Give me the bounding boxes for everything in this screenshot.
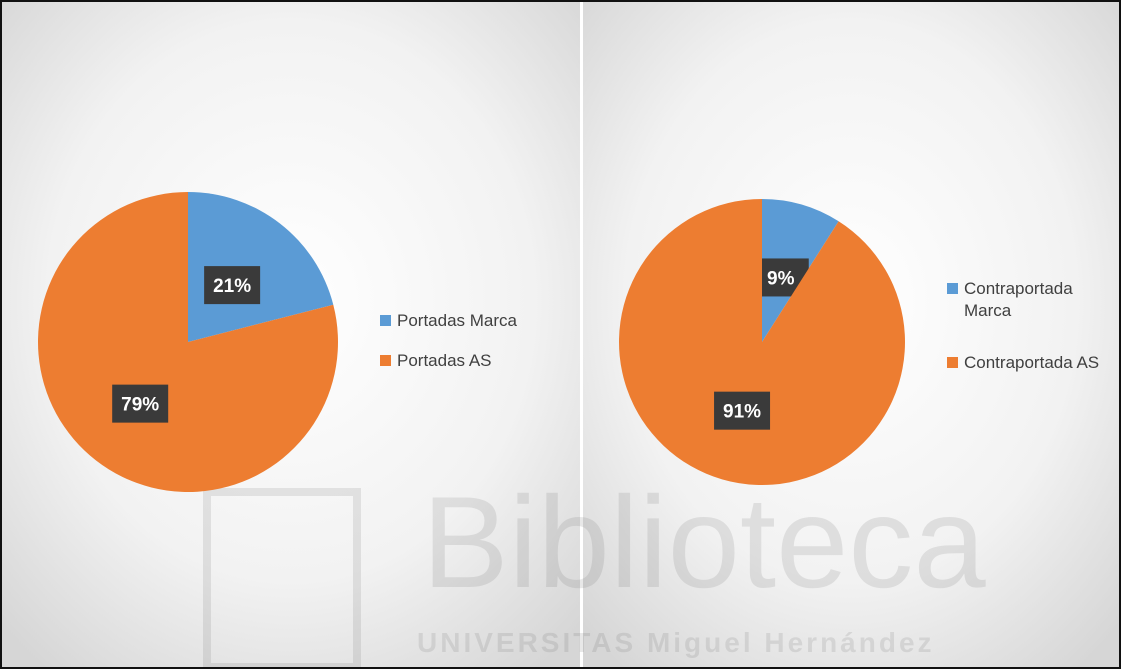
data-label-box [112, 384, 169, 423]
divider [580, 2, 583, 667]
legend-entry: Contraportada AS [947, 352, 1107, 374]
legend-entry: Contraportada Marca [947, 278, 1107, 322]
data-label-text: 9% [767, 268, 795, 289]
data-label: 21% [204, 266, 261, 305]
legend-label: Portadas AS [397, 351, 492, 370]
legend-swatch [380, 355, 391, 366]
data-label-text: 79% [121, 395, 159, 416]
watermark-subtitle: UNIVERSITAS Miguel Hernández [417, 627, 935, 658]
pie-slice [188, 192, 334, 342]
watermark-logo [203, 488, 361, 667]
legend-swatch [947, 357, 958, 368]
data-label: 79% [112, 384, 169, 423]
legend-entry: Portadas AS [380, 350, 580, 372]
data-label-text: 91% [723, 402, 761, 423]
legend-swatch [947, 283, 958, 294]
legend-label: Portadas Marca [397, 311, 517, 330]
watermark-title: Biblioteca [422, 469, 986, 615]
pie-slice [618, 199, 905, 485]
data-label-box [204, 266, 261, 305]
data-label-text: 21% [213, 276, 251, 297]
legend-label: Contraportada AS [964, 353, 1100, 372]
legend-entry: Portadas Marca [380, 310, 580, 332]
legend-swatch [380, 315, 391, 326]
data-label-box [714, 391, 771, 430]
watermark: Biblioteca UNIVERSITAS Miguel Hernández [203, 469, 986, 667]
legend-label: Contraportada Marca [964, 279, 1073, 320]
data-label: 91% [714, 391, 771, 430]
